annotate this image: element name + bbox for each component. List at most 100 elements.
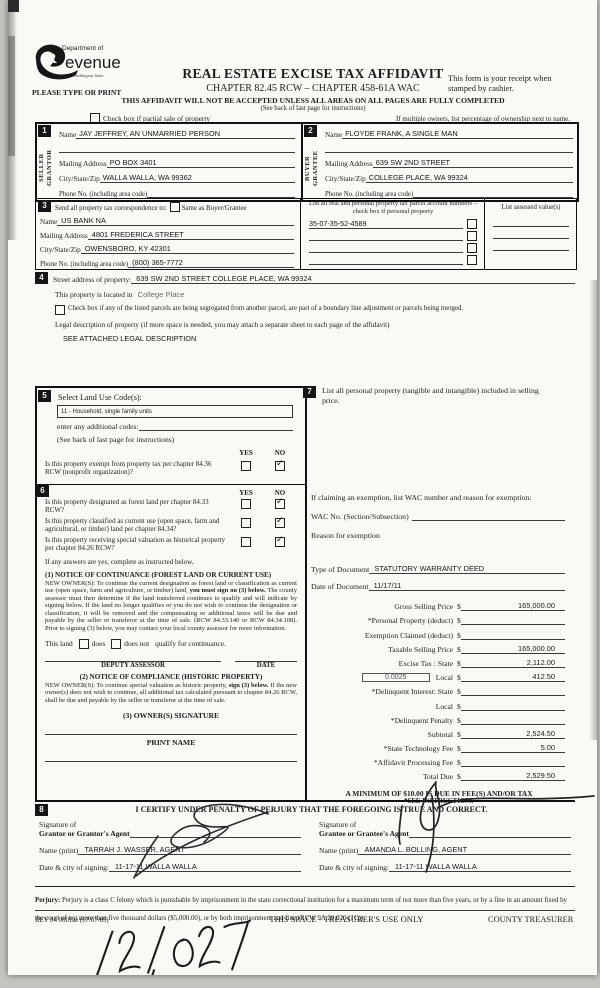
corr-city-field[interactable]: OWENSBORO, KY 42301 xyxy=(80,244,294,254)
notice2-part-b: sign (3) below. xyxy=(228,681,269,689)
buyer-city-field[interactable]: COLLEGE PLACE, WA 99324 xyxy=(365,173,573,183)
taxable-selling-price-label: Taxable Selling Price xyxy=(388,644,453,654)
buyer-mailing-field[interactable]: 639 SW 2ND STREET xyxy=(372,158,573,168)
land-does-not-checkbox[interactable] xyxy=(111,638,122,649)
subtotal-field[interactable]: 2,524.50 xyxy=(460,729,565,739)
date-of-document-label: Date of Document xyxy=(311,582,369,591)
delinquent-interest-state-field[interactable] xyxy=(460,695,565,697)
notice1-body: NEW OWNER(S): To continue the current de… xyxy=(45,580,297,633)
segregated-checkbox[interactable] xyxy=(55,305,65,315)
finance-row: *Personal Property (deduct) $ xyxy=(303,611,565,626)
finance-row: 0.0025 Local $412.50 xyxy=(303,668,565,683)
grantor-date-label: Date & city of signing: xyxy=(39,863,110,872)
owners-signature-line[interactable] xyxy=(45,734,297,736)
corr-name-field[interactable]: US BANK NA xyxy=(57,216,294,226)
located-in-field[interactable]: College Place xyxy=(137,290,185,299)
affidavit-processing-fee-field[interactable] xyxy=(460,766,565,768)
historic-no-checkbox[interactable] xyxy=(275,535,285,547)
taxable-selling-price-field[interactable]: 165,000.00 xyxy=(460,644,565,654)
state-technology-fee-field[interactable]: 5.00 xyxy=(460,743,565,754)
buyer-label-bottom: GRANTEE xyxy=(312,150,319,186)
buyer-phone-field[interactable] xyxy=(413,197,573,198)
corr-phone-field[interactable]: (800) 365-7772 xyxy=(128,258,294,268)
personal-property-deduct-field[interactable] xyxy=(460,624,565,626)
exempt-no-checkbox[interactable] xyxy=(275,459,285,471)
grantee-signature-line[interactable] xyxy=(408,837,571,838)
does-not-label: does not xyxy=(124,639,150,649)
street-address-field[interactable]: 639 SW 2ND STREET COLLEGE PLACE, WA 9932… xyxy=(131,274,575,284)
land-use-code-select[interactable]: 11 - Household, single family units xyxy=(57,405,293,418)
deputy-assessor-line[interactable] xyxy=(45,660,221,662)
assessed-field-3[interactable] xyxy=(493,250,569,251)
parcel-personal-checkbox-3[interactable] xyxy=(467,243,477,253)
perjury-label: Perjury: xyxy=(35,897,61,904)
buyer-name-field[interactable]: FLOYDE FRANK, A SINGLE MAN xyxy=(342,129,573,139)
legal-description-value[interactable]: SEE ATTACHED LEGAL DESCRIPTION xyxy=(63,334,197,343)
forest-no-checkbox[interactable] xyxy=(275,497,285,509)
parcel-field-4[interactable] xyxy=(309,264,463,265)
grantee-date-field[interactable]: 11-17-11 WALLA WALLA xyxy=(389,862,571,872)
excise-tax-local-field[interactable]: 412.50 xyxy=(460,672,565,683)
parcel-field-3[interactable] xyxy=(309,252,463,253)
parcel-personal-checkbox-2[interactable] xyxy=(467,231,477,241)
current-use-no-checkbox[interactable] xyxy=(275,516,285,528)
multiple-owners-note: If multiple owners, list percentage of o… xyxy=(396,115,570,123)
reason-exemption-label: Reason for exemption xyxy=(311,531,380,540)
same-as-buyer-checkbox[interactable] xyxy=(169,202,180,212)
if-yes-note: If any answers are yes, complete as inst… xyxy=(45,557,194,566)
total-due-field[interactable]: 2,529.50 xyxy=(460,771,565,782)
exempt-yes-checkbox[interactable] xyxy=(241,460,251,471)
parcel-field-1[interactable]: 35-07-35-52-4589 xyxy=(309,219,463,229)
exemption-claimed-field[interactable] xyxy=(460,638,565,640)
print-name-line[interactable] xyxy=(45,761,297,763)
seller-phone-field[interactable] xyxy=(147,197,295,198)
assessed-field-2[interactable] xyxy=(493,238,569,239)
corr-mailing-field[interactable]: 4801 FREDERICA STREET xyxy=(87,230,294,240)
seller-mailing-field[interactable]: PO BOX 3401 xyxy=(106,158,295,168)
this-land-label: This land xyxy=(45,639,73,649)
handwritten-number xyxy=(95,919,252,975)
wac-field[interactable] xyxy=(411,520,565,521)
personal-property-deduct-label: *Personal Property (deduct) xyxy=(367,616,453,626)
seller-extra-line[interactable] xyxy=(59,152,295,153)
current-use-yes-checkbox[interactable] xyxy=(241,517,251,528)
footer-divider xyxy=(35,910,575,911)
seller-name-field[interactable]: JAY JEFFREY, AN UNMARRIED PERSON xyxy=(76,129,295,139)
grantor-name-field[interactable]: TARRAH J. WASSER, AGENT xyxy=(78,845,301,855)
grantee-name-print-label: Name (print) xyxy=(319,846,359,855)
delinquent-interest-local-field[interactable] xyxy=(460,709,565,711)
buyer-extra-line[interactable] xyxy=(325,152,573,153)
gross-selling-price-field[interactable]: 165,000.00 xyxy=(460,601,565,612)
grantor-date-field[interactable]: 11-17-11 WALLA WALLA xyxy=(109,862,301,872)
parcel-personal-checkbox-1[interactable] xyxy=(467,219,477,229)
buyer-section: 2 BUYER GRANTEE Name FLOYDE FRANK, A SING… xyxy=(301,124,579,200)
form-subtitle: CHAPTER 82.45 RCW – CHAPTER 458-61A WAC xyxy=(206,83,420,94)
additional-codes-field[interactable] xyxy=(138,430,293,431)
certification-section: 8 I CERTIFY UNDER PENALTY OF PERJURY THA… xyxy=(35,800,575,886)
seller-city-field[interactable]: WALLA WALLA, WA 99362 xyxy=(99,173,295,183)
section-2-badge: 2 xyxy=(304,125,317,137)
exemption-claimed-label: Exemption Claimed (deduct) xyxy=(364,630,453,640)
type-of-document-label: Type of Document xyxy=(311,565,370,574)
type-of-document-field[interactable]: STATUTORY WARRANTY DEED xyxy=(369,564,565,574)
assessor-date-line[interactable] xyxy=(235,660,297,662)
exemption-claim-label: If claiming an exemption, list WAC numbe… xyxy=(311,493,532,502)
excise-tax-state-field[interactable]: 2,112.00 xyxy=(460,658,565,668)
delinquent-penalty-field[interactable] xyxy=(460,723,565,725)
exempt-question: Is this property exempt from property ta… xyxy=(45,459,212,477)
parcel-personal-checkbox-4[interactable] xyxy=(467,255,477,265)
affidavit-processing-fee-label: *Affidavit Processing Fee xyxy=(373,758,453,768)
seller-mailing-label: Mailing Address xyxy=(59,160,107,168)
land-does-checkbox[interactable] xyxy=(78,638,89,649)
buyer-mailing-label: Mailing Address xyxy=(325,160,373,168)
historic-yes-checkbox[interactable] xyxy=(241,536,251,547)
gross-selling-price-label: Gross Selling Price xyxy=(394,602,453,612)
forest-yes-checkbox[interactable] xyxy=(241,498,251,509)
grantee-name-field[interactable]: AMANDA L. BOLLING, AGENT xyxy=(358,845,571,855)
date-of-document-field[interactable]: 11/17/11 xyxy=(368,581,565,591)
local-rate-box[interactable]: 0.0025 xyxy=(361,673,430,683)
assessed-field-1[interactable] xyxy=(493,226,569,227)
finance-row: Excise Tax : State $2,112.00 xyxy=(303,654,565,668)
parcel-numbers-section: List all real and personal property tax … xyxy=(300,199,485,269)
parcel-field-2[interactable] xyxy=(309,240,463,241)
